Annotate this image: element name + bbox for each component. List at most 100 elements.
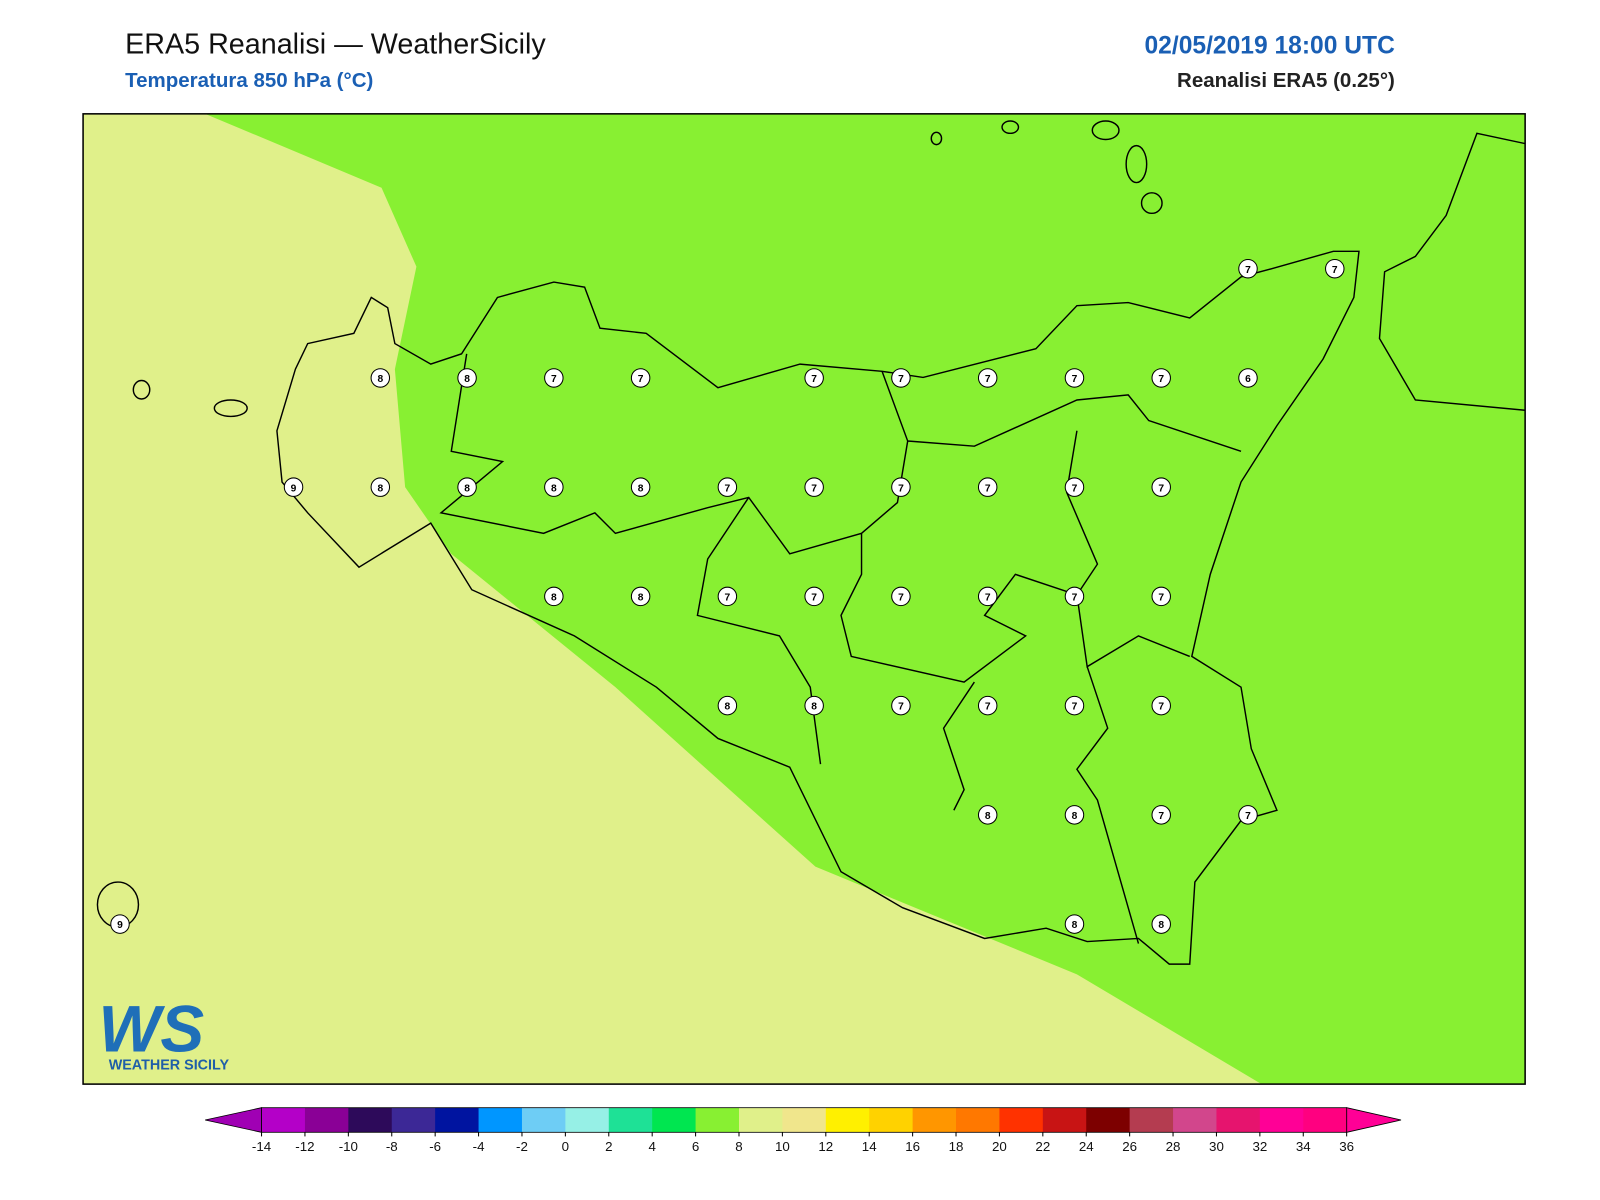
station-value: 7 [898,593,904,604]
station: 7 [1064,586,1085,607]
station: 7 [804,368,824,388]
station-marker [1064,586,1085,607]
station-marker [544,586,564,607]
station-marker [977,586,998,607]
station-marker [544,477,564,497]
colorbar-box [825,1107,870,1133]
station-marker [804,368,824,388]
station-marker [1064,477,1085,497]
station: 8 [717,695,738,716]
station: 8 [1064,914,1085,934]
colorbar-box [1259,1107,1304,1133]
station-marker [1151,805,1171,825]
station: 8 [630,477,651,497]
station-value: 8 [464,483,470,494]
island [132,379,151,400]
station-marker [370,477,391,497]
station-value: 8 [1072,920,1078,931]
colorbar-tick-label: -4 [473,1139,485,1154]
colorbar-box [956,1107,1000,1133]
colorbar-box [1042,1107,1087,1133]
colorbar-tick-label: 36 [1339,1139,1354,1154]
colorbar-tick-label: 8 [735,1139,742,1154]
station-value: 8 [464,374,470,385]
station-marker [977,368,998,388]
colorbar-tick-label: 0 [562,1139,569,1154]
station-value: 8 [551,483,557,494]
colorbar-tick-label: -14 [252,1139,272,1154]
logo: WS WEATHER SICILY [98,992,229,1073]
station: 7 [977,695,998,716]
station: 7 [804,586,824,607]
station-marker [1238,805,1258,825]
station-value: 7 [1072,374,1078,385]
colorbar-tick-label: -8 [386,1139,398,1154]
colorbar-tick-label: 14 [862,1139,877,1154]
colorbar-tick-label: -6 [429,1139,441,1154]
colorbar-under [205,1107,262,1133]
station: 7 [804,477,824,497]
station: 7 [717,586,738,607]
station-value: 7 [898,374,904,385]
subtitle: Temperatura 850 hPa (°C) [125,69,373,92]
colorbar-tick-label: -12 [295,1139,314,1154]
station: 9 [110,914,130,934]
station-value: 7 [551,374,557,385]
inner-borders [439,353,1242,944]
station-marker [1238,258,1258,279]
station-value: 8 [377,483,383,494]
colorbar-box [695,1107,740,1133]
station-value: 7 [1158,483,1164,494]
colorbar-over [1346,1107,1402,1133]
station: 7 [891,586,911,607]
station-value: 8 [551,593,557,604]
station-value: 7 [1245,265,1251,276]
station-value: 7 [898,702,904,713]
station-value: 7 [985,374,991,385]
station-value: 7 [1072,483,1078,494]
station-value: 8 [811,702,817,713]
station-marker [1151,477,1171,497]
station-marker [1151,586,1171,607]
map-frame [82,113,1526,1085]
station-marker [630,586,651,607]
colorbar: -14 -12 -10 -8 -6 -4 -2 0 2 4 6 8 10 12 14 16 18 20 22 24 26… [205,1107,1402,1154]
map: 7 7 8 8 7 7 7 7 7 7 7 6 9 8 8 8 8 7 7 7 7 7 7 8 8 7 7 7 7 7 7 8 8 7 7 7 7 8 8 7… [82,113,1526,1085]
colorbar-box [521,1107,566,1133]
model: Reanalisi ERA5 (0.25°) [1177,69,1395,92]
island [213,399,248,418]
station-value: 7 [811,374,817,385]
station-value: 7 [985,483,991,494]
station-value: 9 [117,920,123,931]
colorbar-box [1216,1107,1261,1133]
station-marker [804,586,824,607]
station: 8 [457,368,477,388]
station-marker [717,477,738,497]
colorbar-tick-label: 20 [992,1139,1007,1154]
colorbar-box [435,1107,480,1133]
colorbar-tick-label: -2 [516,1139,528,1154]
colorbar-tick-label: 22 [1035,1139,1050,1154]
calabria-coast [1378,132,1526,411]
station: 6 [1238,368,1258,388]
station-value: 7 [1072,593,1078,604]
colorbar-tick-label: 18 [949,1139,964,1154]
station: 7 [1064,695,1085,716]
colorbar-tick-label: 26 [1122,1139,1137,1154]
station: 9 [283,477,304,497]
station-marker [717,695,738,716]
station: 8 [544,477,564,497]
colorbar-tick-label: 30 [1209,1139,1224,1154]
station-marker [804,695,824,716]
logo-mark: WS [98,992,204,1065]
station: 7 [891,368,911,388]
station-value: 7 [985,593,991,604]
station-marker [1325,258,1345,279]
station-value: 8 [725,702,731,713]
station: 7 [1064,477,1085,497]
colorbar-frame [261,1107,1348,1133]
station-value: 7 [1072,702,1078,713]
station: 8 [457,477,477,497]
station-marker [804,477,824,497]
